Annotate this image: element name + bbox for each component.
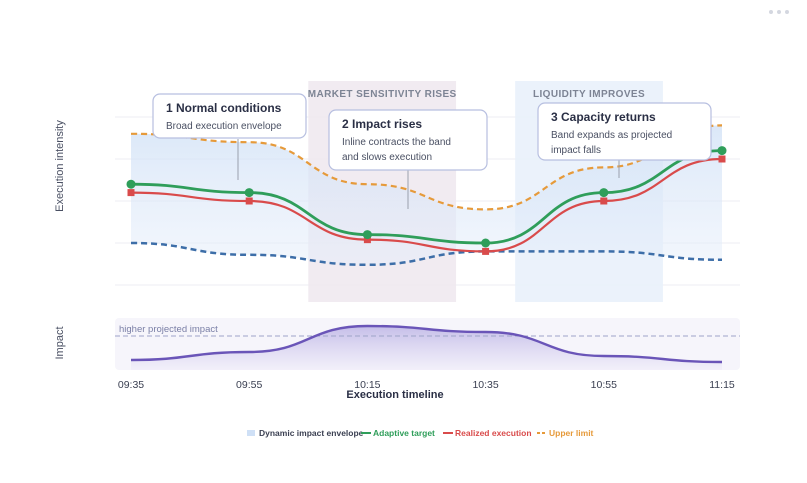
x-tick-label: 10:55 <box>591 379 617 391</box>
legend-label: Realized execution <box>455 428 532 438</box>
annotation-text: Band expands as projected <box>551 130 672 141</box>
legend-label: Dynamic impact envelope <box>259 428 364 438</box>
impact-line <box>130 324 723 364</box>
legend-label: Upper limit <box>549 428 594 438</box>
annotation-box <box>537 102 712 161</box>
adaptive-target-marker <box>362 230 372 240</box>
realized-execution-line <box>130 157 723 253</box>
legend: Dynamic impact envelope Adaptive target Re… <box>247 428 594 438</box>
adaptive-target-marker <box>599 188 609 198</box>
annotation-title: 2 Impact rises <box>342 117 422 131</box>
adaptive-target-line <box>130 149 723 245</box>
annotation-text: Broad execution envelope <box>166 121 282 132</box>
x-tick-label: 09:35 <box>118 379 144 391</box>
impact-threshold-label: higher projected impact <box>119 324 218 335</box>
region-label: MARKET SENSITIVITY RISES <box>308 89 457 100</box>
adaptive-target-marker <box>244 188 254 198</box>
impact-axis-label: Impact <box>54 326 66 359</box>
upper-limit-line <box>130 124 723 211</box>
realized-execution-marker <box>718 155 726 163</box>
region-label: LIQUIDITY IMPROVES <box>533 89 645 100</box>
annotation-box <box>152 93 307 139</box>
annotation-title: 1 Normal conditions <box>166 101 282 115</box>
x-tick-label: 11:15 <box>709 379 735 391</box>
y-axis-label: Execution intensity <box>54 120 66 212</box>
x-axis-label: Execution timeline <box>346 389 443 401</box>
x-tick-label: 10:35 <box>472 379 498 391</box>
annotation-box <box>328 109 488 171</box>
adaptive-target-marker <box>717 146 727 156</box>
x-tick-label: 10:15 <box>354 379 380 391</box>
impact-envelope-area <box>131 125 722 265</box>
more-options-icon[interactable] <box>769 10 789 14</box>
legend-label: Adaptive target <box>373 428 435 438</box>
realized-execution-marker <box>482 247 490 255</box>
realized-execution-marker <box>127 189 135 197</box>
adaptive-target-marker <box>481 238 491 248</box>
impact-area <box>131 326 722 370</box>
realized-execution-marker <box>363 236 371 244</box>
annotation-text: Inline contracts the band <box>342 137 451 148</box>
realized-execution-marker <box>245 197 253 205</box>
x-tick-label: 09:55 <box>236 379 262 391</box>
envelope-lower-line <box>130 241 723 267</box>
annotation-title: 3 Capacity returns <box>551 110 656 124</box>
legend-swatch <box>247 430 255 436</box>
realized-execution-marker <box>600 197 608 205</box>
annotation-text: impact falls <box>551 145 601 156</box>
annotation-text: and slows execution <box>342 152 432 163</box>
adaptive-target-marker <box>126 179 136 189</box>
